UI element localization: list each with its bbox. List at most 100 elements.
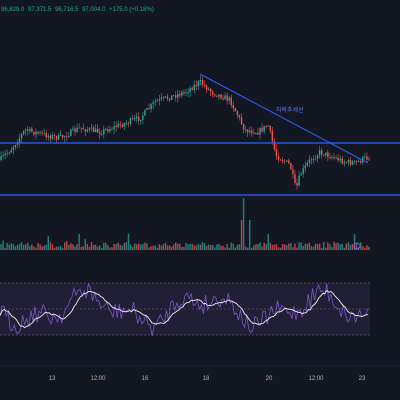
- candle-body: [220, 94, 222, 99]
- candle: [125, 120, 128, 126]
- volume-bar: [41, 246, 43, 250]
- candle: [216, 95, 218, 98]
- candle: [298, 170, 300, 187]
- candle-body: [90, 127, 93, 129]
- volume-bar: [10, 243, 13, 250]
- candle-body: [300, 174, 302, 176]
- volume-bar: [20, 242, 23, 250]
- candle-body: [158, 98, 161, 101]
- volume-bar: [80, 247, 82, 250]
- candle: [117, 120, 119, 128]
- volume-bar: [133, 243, 136, 250]
- volume-bar: [18, 243, 21, 250]
- candle: [107, 126, 109, 134]
- time-axis-tick-label: 20: [266, 376, 273, 382]
- candle-body: [117, 123, 119, 128]
- candle: [304, 161, 306, 173]
- candle: [39, 130, 41, 136]
- candle: [20, 132, 23, 143]
- candle-body: [364, 156, 366, 158]
- volume-bar: [162, 244, 165, 250]
- candle: [257, 128, 259, 135]
- volume-bar: [152, 245, 154, 250]
- candle: [53, 133, 56, 140]
- volume-bar: [33, 246, 35, 250]
- candle: [49, 133, 52, 143]
- candle-body: [92, 127, 95, 132]
- candle: [47, 133, 50, 141]
- volume-bar: [121, 245, 124, 250]
- candle: [263, 125, 265, 134]
- candle: [288, 158, 290, 165]
- candle-body: [265, 125, 267, 127]
- candle-body: [37, 131, 39, 134]
- candle: [355, 160, 358, 166]
- candle: [193, 80, 195, 94]
- volume-bar: [337, 242, 339, 250]
- volume-bar: [199, 244, 202, 250]
- volume-bar: [57, 246, 60, 250]
- candle-body: [168, 98, 171, 101]
- candle: [59, 130, 62, 137]
- candle-body: [271, 130, 274, 142]
- candle: [72, 125, 74, 131]
- candle: [366, 152, 368, 162]
- volume-bar: [253, 245, 255, 250]
- candle-body: [140, 119, 142, 121]
- volume-bar: [31, 244, 33, 250]
- ohlc-readout: 96,829.0 97,371.5 96,716.5 97,004.0 +175…: [0, 5, 156, 16]
- candle-body: [109, 129, 111, 132]
- candle: [177, 89, 179, 103]
- volume-bar: [294, 243, 296, 250]
- candle: [368, 156, 370, 161]
- volume-bar: [101, 247, 103, 250]
- volume-bar: [111, 247, 113, 250]
- candle-body: [345, 162, 348, 164]
- candle: [24, 128, 27, 136]
- candle-body: [298, 175, 300, 186]
- volume-bar: [349, 244, 352, 250]
- volume-bar: [230, 242, 232, 250]
- candle: [349, 156, 352, 167]
- candle-body: [61, 135, 64, 138]
- volume-bar: [283, 244, 286, 250]
- volume-bar: [61, 247, 64, 250]
- candle-body: [218, 94, 220, 97]
- candle: [158, 94, 161, 106]
- candle-body: [152, 102, 154, 104]
- volume-bar: [138, 243, 140, 250]
- candle-body: [160, 97, 163, 99]
- candle: [199, 75, 202, 86]
- volume-bar: [314, 243, 317, 250]
- candle: [111, 127, 113, 131]
- volume-bar: [364, 247, 366, 250]
- candle-body: [314, 158, 317, 160]
- candle-body: [341, 158, 343, 164]
- candle: [302, 164, 304, 178]
- candle-body: [82, 128, 84, 130]
- candle-body: [125, 122, 128, 124]
- volume-bar: [203, 243, 206, 250]
- candle-body: [187, 92, 189, 94]
- candle: [152, 100, 154, 109]
- volume-bar: [70, 243, 72, 250]
- candle-body: [121, 124, 124, 127]
- volume-bar: [255, 244, 257, 250]
- volume-bar: [304, 243, 306, 250]
- volume-bar: [238, 244, 241, 250]
- candle: [308, 155, 311, 168]
- volume-bar: [263, 242, 265, 250]
- volume-marker-icon: [353, 242, 361, 250]
- candle: [286, 160, 288, 162]
- candle-body: [230, 97, 232, 106]
- ohlc-open: 96,829.0: [1, 7, 25, 13]
- candle-body: [29, 128, 31, 132]
- candle-body: [135, 116, 138, 119]
- candle-body: [283, 161, 286, 162]
- candle: [10, 146, 13, 153]
- candle: [14, 144, 17, 150]
- volume-bar: [362, 246, 364, 250]
- candle-body: [288, 160, 290, 164]
